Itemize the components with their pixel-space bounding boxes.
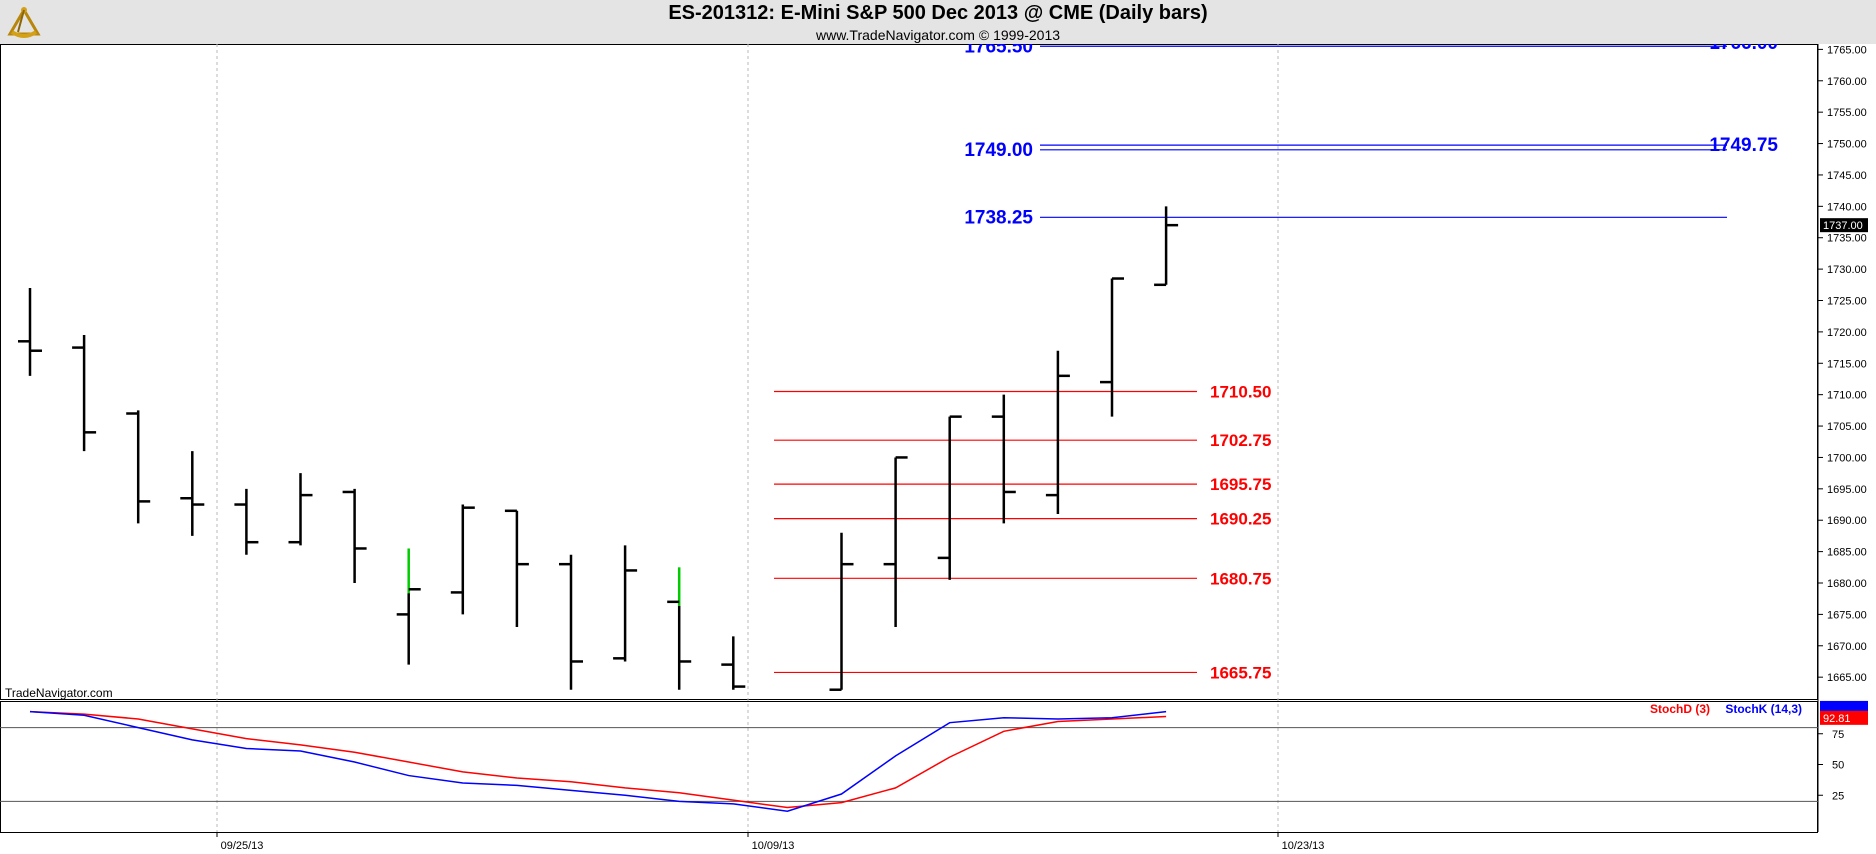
stoch-k-legend: StochK (14,3) — [1725, 702, 1802, 716]
support-label: 1665.75 — [1210, 663, 1271, 682]
stoch-d-line — [29, 710, 1167, 809]
price-tick-label: 1735.00 — [1827, 233, 1867, 245]
price-axis: 1665.00 1670.00 1675.00 1680.00 1685.00 1690.… — [1818, 44, 1868, 684]
chart-header: ES-201312: E-Mini S&P 500 Dec 2013 @ CME… — [0, 0, 1876, 44]
price-tick-label: 1705.00 — [1827, 421, 1867, 433]
resistance-label-left: 1749.00 — [964, 140, 1033, 161]
resistance-label-right: 1749.75 — [1709, 135, 1778, 156]
price-tick-label: 1675.00 — [1827, 609, 1867, 621]
grid-lines — [216, 44, 1279, 832]
price-tick-label: 1750.00 — [1827, 139, 1867, 151]
support-label: 1680.75 — [1210, 569, 1271, 588]
date-tick-label: 10/23/13 — [1282, 840, 1325, 852]
sextant-logo-icon — [7, 7, 41, 38]
chart-subtitle: www.TradeNavigator.com © 1999-2013 — [815, 27, 1061, 43]
stoch-d-value-box — [1820, 710, 1868, 725]
price-levels: 1765.50 1766.00 1749.00 1749.75 1738.25 1710.… — [774, 44, 1778, 682]
price-tick-label: 1710.00 — [1827, 390, 1867, 402]
watermark-text: TradeNavigator.com — [5, 686, 113, 700]
plot-frame — [0, 44, 1876, 854]
resistance-label-left: 1738.25 — [964, 207, 1033, 228]
stochastic-panel: 25 50 75 92.81 — [0, 700, 1868, 813]
resistance-label-left: 1765.50 — [964, 44, 1033, 57]
axis-background — [1818, 44, 1876, 854]
date-tick-label: 09/25/13 — [221, 840, 264, 852]
last-price-label: 1737.00 — [1823, 220, 1863, 232]
price-tick-label: 1720.00 — [1827, 327, 1867, 339]
price-tick-label: 1680.00 — [1827, 578, 1867, 590]
price-pane-border — [0, 44, 1818, 700]
price-tick-label: 1700.00 — [1827, 452, 1867, 464]
stoch-d-value-label: 92.81 — [1823, 713, 1851, 725]
stochastic-tick-label: 75 — [1832, 729, 1844, 741]
chart-canvas: 1765.50 1766.00 1749.00 1749.75 1738.25 1710.… — [0, 44, 1876, 854]
price-tick-label: 1740.00 — [1827, 201, 1867, 213]
stoch-k-line — [29, 710, 1167, 813]
stochastic-tick-label: 50 — [1832, 760, 1844, 772]
price-tick-label: 1665.00 — [1827, 672, 1867, 684]
stochastic-tick-label: 25 — [1832, 790, 1844, 802]
price-tick-label: 1695.00 — [1827, 484, 1867, 496]
support-label: 1695.75 — [1210, 475, 1271, 494]
stoch-d-legend: StochD (3) — [1650, 702, 1710, 716]
chart-title: ES-201312: E-Mini S&P 500 Dec 2013 @ CME… — [668, 2, 1208, 24]
support-label: 1702.75 — [1210, 431, 1271, 450]
price-tick-label: 1715.00 — [1827, 358, 1867, 370]
price-tick-label: 1725.00 — [1827, 296, 1867, 308]
price-tick-label: 1670.00 — [1827, 641, 1867, 653]
price-bars — [18, 206, 1179, 691]
resistance-label-right: 1766.00 — [1709, 44, 1778, 54]
price-tick-label: 1745.00 — [1827, 170, 1867, 182]
price-tick-label: 1755.00 — [1827, 107, 1867, 119]
date-tick-label: 10/09/13 — [752, 840, 795, 852]
last-price-box — [1820, 218, 1868, 233]
support-label: 1690.25 — [1210, 510, 1271, 529]
price-tick-label: 1690.00 — [1827, 515, 1867, 527]
date-axis: 09/25/13 10/09/13 10/23/13 — [216, 832, 1325, 852]
price-tick-label: 1765.00 — [1827, 44, 1867, 56]
support-label: 1710.50 — [1210, 383, 1271, 402]
price-tick-label: 1685.00 — [1827, 547, 1867, 559]
price-tick-label: 1760.00 — [1827, 76, 1867, 88]
stochastic-legend: StochD (3) StochK (14,3) — [1650, 702, 1802, 716]
stochastic-pane-border — [0, 701, 1818, 833]
price-tick-label: 1730.00 — [1827, 264, 1867, 276]
